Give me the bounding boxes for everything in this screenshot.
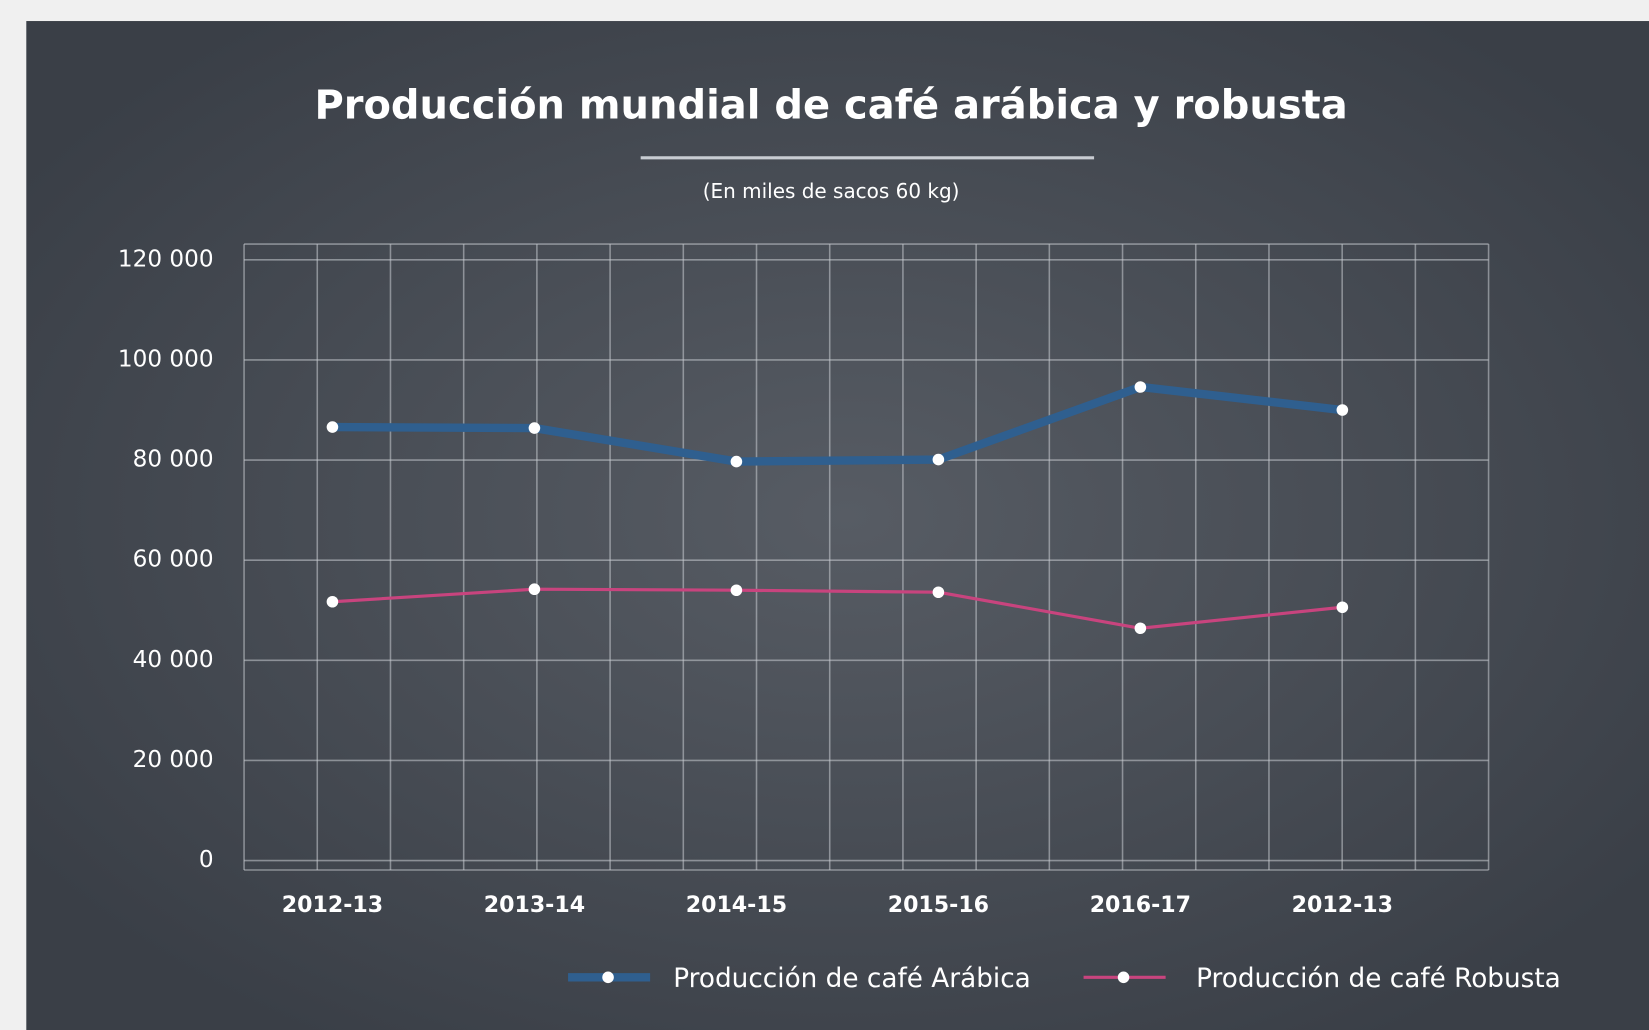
- legend-label: Producción de café Robusta: [1196, 964, 1561, 994]
- x-tick-label: 2013-14: [484, 892, 585, 918]
- y-tick-label: 0: [199, 847, 214, 873]
- x-tick-label: 2014-15: [686, 892, 787, 918]
- y-tick-label: 60 000: [133, 547, 214, 573]
- x-tick-label: 2012-13: [282, 892, 383, 918]
- chart-subtitle: (En miles de sacos 60 kg): [703, 179, 960, 203]
- y-tick-label: 120 000: [118, 246, 214, 272]
- vertical-grid: [243, 244, 1490, 871]
- chart-title: Producción mundial de café arábica y rob…: [314, 82, 1347, 128]
- data-point: [326, 421, 339, 433]
- data-point: [730, 455, 743, 468]
- y-tick-label: 100 000: [118, 346, 214, 372]
- x-tick-label: 2016-17: [1090, 892, 1191, 918]
- data-point: [1336, 601, 1349, 614]
- data-point: [528, 583, 541, 596]
- y-tick-label: 40 000: [133, 647, 214, 673]
- data-point: [932, 586, 945, 599]
- x-tick-label: 2015-16: [888, 892, 989, 918]
- series-line: [332, 587, 1343, 630]
- y-tick-label: 80 000: [133, 447, 214, 473]
- data-point: [730, 584, 743, 597]
- y-tick-label: 20 000: [133, 747, 214, 773]
- panel: [26, 21, 1649, 1030]
- data-point: [326, 595, 339, 608]
- data-point: [1336, 404, 1349, 416]
- series-line: [332, 382, 1343, 466]
- data-point: [528, 422, 541, 434]
- x-tick-label: 2012-13: [1292, 892, 1393, 918]
- data-point: [1134, 622, 1147, 635]
- legend-label: Producción de café Arábica: [673, 964, 1031, 994]
- data-point: [1134, 381, 1147, 393]
- legend-marker: [602, 971, 614, 984]
- legend-marker: [1117, 971, 1130, 984]
- data-point: [932, 453, 945, 466]
